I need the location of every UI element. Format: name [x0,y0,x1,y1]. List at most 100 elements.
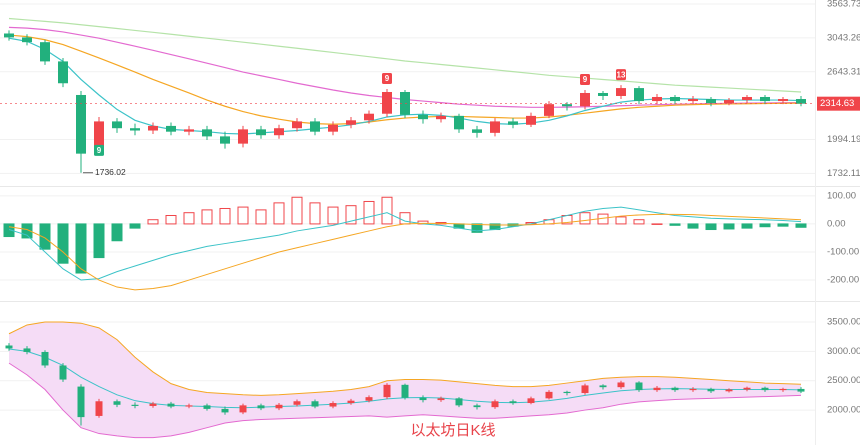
candle-body [23,348,31,352]
candle-body [310,121,320,132]
candle-body [203,405,211,409]
candle-body [472,129,482,133]
candle-body [131,404,139,406]
y-tick-label: 100.00 [827,190,856,201]
signal-label: 9 [97,146,102,155]
candle-body [5,345,13,349]
candle-body [491,401,499,408]
candle-body [95,401,103,416]
candle-body [239,405,247,413]
y-tick-label: 2643.31 [827,66,860,77]
candle-body [238,129,248,144]
macd-bar [309,202,321,225]
candle-body [544,104,554,116]
macd-bar [705,223,717,231]
candle-body [580,92,590,107]
candle-body [563,391,571,394]
y-tick-label: -100.00 [827,246,859,257]
candle-body [40,42,50,62]
macd-bar [687,223,699,229]
candle-body [221,408,229,413]
candle-body [113,401,121,405]
candle-body [779,388,787,391]
candle-body [688,99,698,102]
candle-body [797,388,805,392]
y-tick-label: 3043.26 [827,32,860,43]
candle-body [598,92,608,96]
macd-bar [759,223,771,228]
y-tick-label: 2000.00 [827,405,860,416]
candle-body [419,397,427,401]
candle-body [311,401,319,407]
candle-body [202,129,212,137]
candle-body [94,121,104,152]
candle-body [148,125,158,131]
macd-bar [345,205,357,225]
y-tick-label: 3000.00 [827,346,860,357]
macd-bar [579,212,591,225]
candle-body [437,398,445,401]
macd-bar [741,223,753,229]
signal-badge [382,73,392,85]
ma-line [8,34,802,125]
candle-body [508,121,518,125]
candle-body [652,96,662,102]
y-tick-label: -200.00 [827,275,859,286]
candle-body [364,113,374,121]
candle-body [707,388,715,392]
candle-body [292,121,302,129]
candle-body [436,115,446,120]
candle-body [347,400,355,404]
macd-bar [399,212,411,225]
signal-label: 9 [385,74,390,83]
candle-body [41,351,49,366]
macd-bar [165,215,177,225]
candle-body [742,96,752,101]
macd-bar [219,207,231,225]
macd-bar [39,223,51,250]
candle-body [22,37,32,43]
signal-label: 9 [583,75,588,84]
candle-body [778,99,788,102]
macd-bar [21,223,33,239]
macd-bar [615,216,627,225]
candle-body [562,104,572,107]
candle-body [274,128,284,136]
candle-body [454,115,464,130]
candle-body [256,129,266,136]
candle-body [401,384,409,398]
candle-body [545,391,553,399]
signal-badge [580,74,590,86]
candle-body [275,404,283,409]
macd-bar [651,223,663,225]
macd-bar [327,206,339,225]
macd-bar [273,202,285,225]
macd-line [8,213,802,291]
candle-body [220,136,230,144]
candle-body [526,115,536,125]
candle-body [796,99,806,104]
candle-body [616,88,626,96]
candle-body [670,96,680,102]
candle-body [653,387,661,391]
band-line [8,362,802,439]
candle-body [346,120,356,125]
macd-bar [75,223,87,274]
candle-body [743,387,751,390]
y-tick-label: 0.00 [827,218,846,229]
candle-body [761,387,769,391]
y-tick-label: 3500.00 [827,317,860,328]
candle-body [383,384,391,398]
candle-body [581,385,589,394]
candle-body [4,33,14,38]
macd-bar [237,206,249,225]
last-price-label: 2314.63 [820,98,854,109]
y-tick-label: 3563.73 [827,0,860,10]
candle-body [166,125,176,132]
watermark: 以太坊日K线 [410,422,495,439]
candle-body [635,382,643,391]
candle-body [149,403,157,406]
macd-bar [363,200,375,225]
